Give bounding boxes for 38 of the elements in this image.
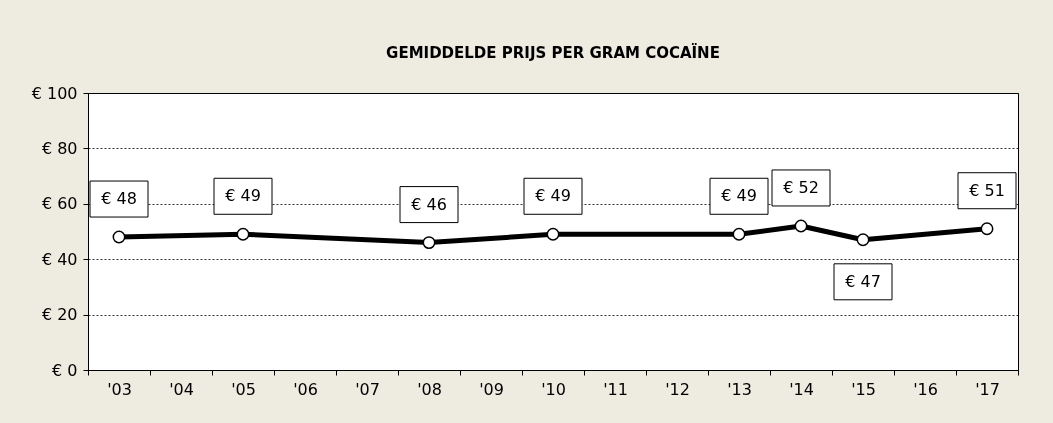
point <box>732 227 746 241</box>
x-tick-label: '13 <box>727 379 752 399</box>
y-tick-label: € 20 <box>41 305 78 325</box>
x-tick-label: '04 <box>169 379 194 399</box>
data-label: € 49 <box>535 186 571 206</box>
x-tick-label: '16 <box>913 379 938 399</box>
x-tick-label: '08 <box>417 379 442 399</box>
y-tick-label: € 60 <box>41 194 78 214</box>
x-tick-label: '17 <box>975 379 1000 399</box>
y-tick-label: € 80 <box>41 138 78 158</box>
x-tick-label: '10 <box>541 379 566 399</box>
point <box>546 227 560 241</box>
data-label: € 47 <box>845 271 881 291</box>
x-tick-label: '07 <box>355 379 380 399</box>
x-tick-label: '05 <box>231 379 256 399</box>
data-label: € 51 <box>969 180 1005 200</box>
x-tick-label: '15 <box>851 379 876 399</box>
y-tick-label: € 0 <box>52 360 78 380</box>
point <box>112 230 126 244</box>
x-tick-label: '12 <box>665 379 690 399</box>
chart-title: GEMIDDELDE PRIJS PER GRAM COCAÏNE <box>386 43 720 62</box>
x-tick-label: '03 <box>107 379 132 399</box>
point <box>980 222 994 236</box>
y-tick-label: € 40 <box>41 249 78 269</box>
x-tick-label: '11 <box>603 379 628 399</box>
point <box>856 233 870 247</box>
data-label: € 49 <box>721 186 757 206</box>
x-tick-label: '14 <box>789 379 814 399</box>
point <box>422 236 436 250</box>
y-tick-label: € 100 <box>31 83 78 103</box>
data-label: € 48 <box>101 189 137 209</box>
x-tick-label: '09 <box>479 379 504 399</box>
data-label: € 46 <box>411 194 447 214</box>
point <box>794 219 808 233</box>
data-label: € 52 <box>783 177 819 197</box>
point <box>236 227 250 241</box>
x-tick-label: '06 <box>293 379 318 399</box>
data-label: € 49 <box>225 186 261 206</box>
